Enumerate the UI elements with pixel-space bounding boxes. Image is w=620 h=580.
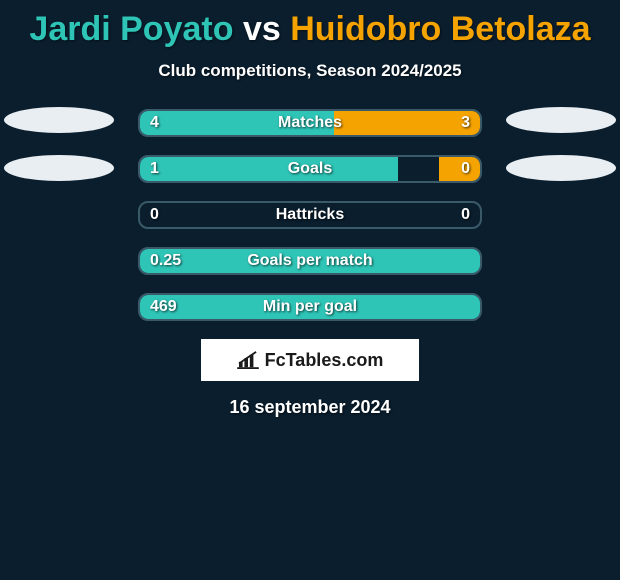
- stat-value-a: 4: [150, 109, 159, 137]
- player-a-name: Jardi Poyato: [29, 10, 233, 48]
- stat-row: 469Min per goal: [0, 293, 620, 321]
- stat-value-b: 0: [461, 201, 470, 229]
- stat-bar-track: [138, 155, 482, 183]
- source-logo: FcTables.com: [201, 339, 419, 381]
- stat-bar-a: [140, 249, 480, 273]
- subtitle: Club competitions, Season 2024/2025: [0, 61, 620, 81]
- stat-bar-track: [138, 109, 482, 137]
- stat-row: 43Matches: [0, 109, 620, 137]
- stat-value-b: 0: [461, 155, 470, 183]
- player-a-avatar-placeholder: [4, 155, 114, 181]
- stat-value-a: 1: [150, 155, 159, 183]
- player-b-avatar-placeholder: [506, 107, 616, 133]
- logo-label: FcTables.com: [265, 350, 384, 371]
- stat-bar-track: [138, 293, 482, 321]
- stats-panel: 43Matches10Goals00Hattricks0.25Goals per…: [0, 109, 620, 321]
- stat-bar-track: [138, 201, 482, 229]
- stat-value-a: 0: [150, 201, 159, 229]
- stat-value-a: 469: [150, 293, 177, 321]
- player-a-avatar-placeholder: [4, 107, 114, 133]
- stat-value-b: 3: [461, 109, 470, 137]
- stat-bar-b: [439, 157, 480, 181]
- date-label: 16 september 2024: [0, 397, 620, 418]
- stat-bar-track: [138, 247, 482, 275]
- stat-bar-a: [140, 295, 480, 319]
- stat-value-a: 0.25: [150, 247, 181, 275]
- stat-row: 0.25Goals per match: [0, 247, 620, 275]
- vs-label: vs: [243, 10, 281, 48]
- stat-bar-a: [140, 111, 334, 135]
- stat-row: 10Goals: [0, 155, 620, 183]
- logo-text: FcTables.com: [237, 350, 384, 371]
- player-b-avatar-placeholder: [506, 155, 616, 181]
- player-b-name: Huidobro Betolaza: [290, 10, 590, 48]
- stat-bar-b: [334, 111, 480, 135]
- stat-row: 00Hattricks: [0, 201, 620, 229]
- stat-bar-a: [140, 157, 398, 181]
- comparison-title: Jardi Poyato vs Huidobro Betolaza: [0, 0, 620, 49]
- bar-chart-icon: [237, 351, 259, 369]
